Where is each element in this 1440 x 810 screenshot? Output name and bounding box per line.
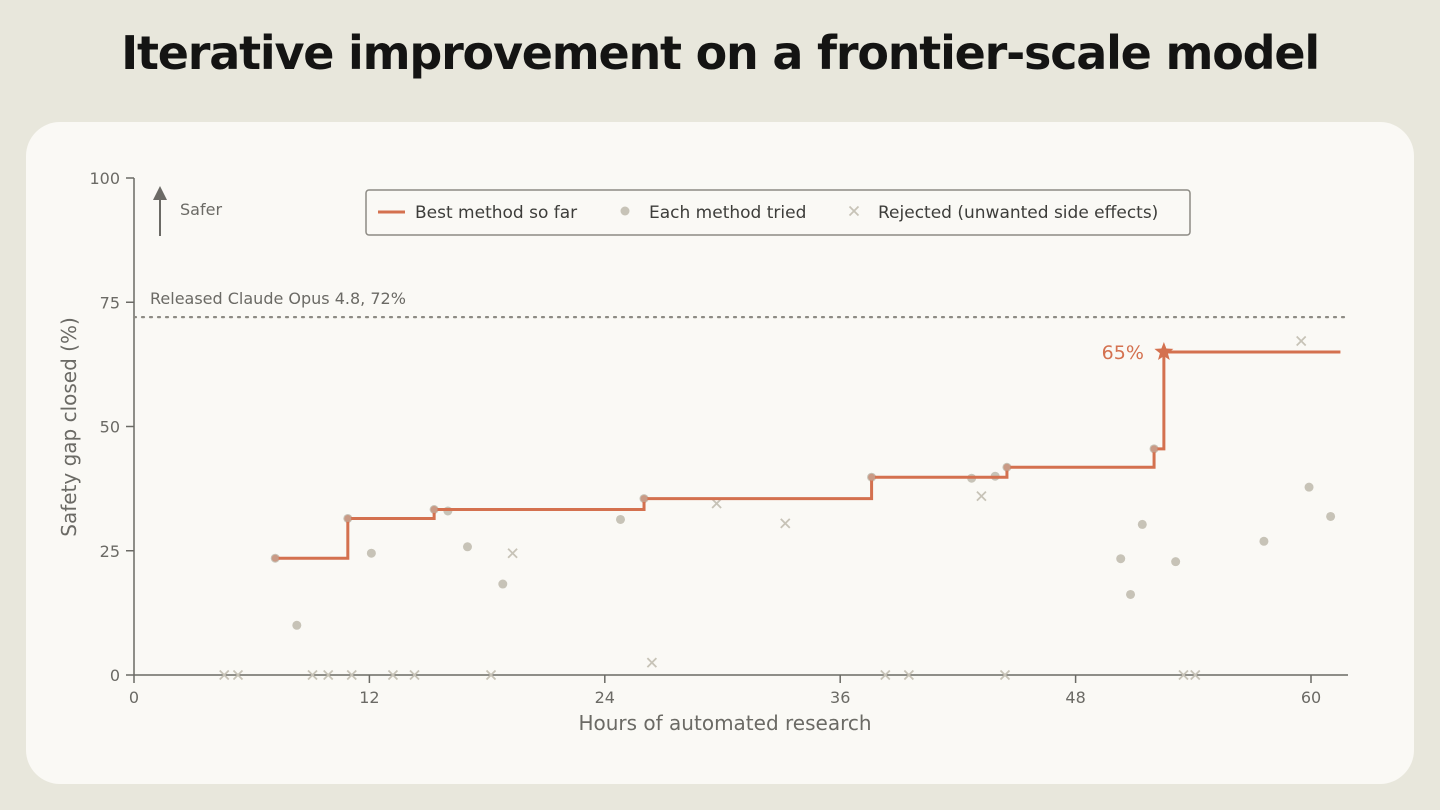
tried-point	[292, 620, 302, 630]
rejected-point	[323, 669, 334, 681]
rejected-point	[346, 669, 357, 681]
rejected-point-stroke	[903, 669, 914, 681]
star-icon	[1154, 341, 1174, 361]
x-tick-label: 24	[595, 688, 615, 707]
rejected-point-stroke	[485, 669, 497, 681]
rejected-point-stroke	[323, 669, 334, 681]
page-title: Iterative improvement on a frontier-scal…	[121, 26, 1320, 80]
rejected-point-stroke	[219, 669, 230, 681]
x-tick-label: 0	[129, 688, 139, 707]
legend-label-tried: Each method tried	[649, 203, 806, 223]
tried-point	[1326, 511, 1336, 521]
legend-x-swatch	[848, 205, 860, 217]
x-tick-label: 36	[830, 688, 850, 707]
up-arrow-head-icon	[153, 186, 167, 200]
rejected-point	[711, 498, 722, 509]
tried-point	[1259, 536, 1269, 546]
x-tick-label: 60	[1301, 688, 1321, 707]
rejected-point-stroke	[1296, 335, 1307, 347]
best-step-line	[275, 350, 1341, 560]
rejected-point	[903, 669, 914, 681]
x-tick-label: 48	[1065, 688, 1085, 707]
x-axis-label: Hours of automated research	[578, 711, 871, 735]
rejected-point	[307, 669, 318, 681]
tried-point	[366, 548, 376, 558]
rejected-point	[507, 548, 518, 559]
tried-point	[1126, 589, 1136, 599]
best-value-label: 65%	[1102, 342, 1144, 364]
rejected-point	[1190, 669, 1201, 681]
rejected-point-stroke	[232, 669, 244, 681]
legend-dot-swatch	[620, 206, 630, 216]
y-tick-label: 100	[89, 169, 120, 188]
rejected-point	[219, 669, 230, 681]
tried-point	[498, 579, 508, 589]
rejected-point-stroke	[307, 669, 318, 681]
best-step-point	[1150, 445, 1158, 453]
y-tick-label: 25	[100, 542, 120, 561]
rejected-point	[485, 669, 497, 681]
rejected-point-stroke	[507, 548, 518, 559]
series-rejected	[219, 335, 1307, 681]
best-step-point	[1003, 463, 1011, 471]
rejected-point-stroke	[780, 518, 791, 529]
best-annotation: 65%	[1102, 341, 1174, 364]
direction-label: Safer	[180, 200, 222, 219]
rejected-point	[780, 518, 791, 529]
tried-point	[462, 542, 472, 552]
tried-point	[615, 514, 625, 524]
best-step-point	[430, 505, 438, 513]
rejected-point	[1296, 335, 1307, 347]
series-tried	[270, 444, 1336, 630]
rejected-point-stroke	[409, 669, 420, 681]
rejected-point-stroke	[711, 498, 722, 509]
best-step-point	[271, 554, 279, 562]
rejected-point	[1178, 669, 1189, 681]
best-step-point	[640, 495, 648, 503]
rejected-point	[880, 669, 891, 681]
rejected-point	[999, 669, 1011, 681]
rejected-point	[646, 657, 658, 668]
best-step-point	[344, 514, 352, 522]
tried-point	[1304, 482, 1314, 492]
legend: Best method so far Each method tried Rejec…	[365, 189, 1191, 236]
axes: 0 25 50 75 100 0 12 24 36 48 60 Hours of automated …	[57, 169, 1348, 735]
rejected-point-stroke	[346, 669, 357, 681]
tried-point	[1137, 519, 1147, 529]
reference-label: Released Claude Opus 4.8, 72%	[150, 289, 406, 308]
rejected-point	[976, 490, 987, 502]
y-tick-label: 75	[100, 293, 120, 312]
legend-box	[365, 189, 1191, 236]
y-axis-label: Safety gap closed (%)	[57, 317, 81, 537]
direction-indicator: Safer	[153, 186, 222, 236]
reference-line-group: Released Claude Opus 4.8, 72%	[132, 289, 1350, 319]
tried-point	[1116, 554, 1126, 564]
legend-label-rejected: Rejected (unwanted side effects)	[878, 203, 1158, 223]
rejected-point	[409, 669, 420, 681]
rejected-point-stroke	[1190, 669, 1201, 681]
x-tick-label: 12	[359, 688, 379, 707]
rejected-point-stroke	[646, 657, 658, 668]
rejected-point-stroke	[1178, 669, 1189, 681]
y-tick-label: 0	[110, 666, 120, 685]
rejected-point	[387, 669, 399, 681]
rejected-point-stroke	[976, 490, 987, 502]
tried-point	[1171, 557, 1181, 567]
y-tick-label: 50	[100, 418, 120, 437]
best-step-point	[868, 473, 876, 481]
legend-label-best: Best method so far	[415, 203, 577, 223]
rejected-point	[232, 669, 244, 681]
series-best	[271, 350, 1341, 562]
rejected-point-stroke	[999, 669, 1011, 681]
rejected-point-stroke	[387, 669, 399, 681]
rejected-point-stroke	[880, 669, 891, 681]
